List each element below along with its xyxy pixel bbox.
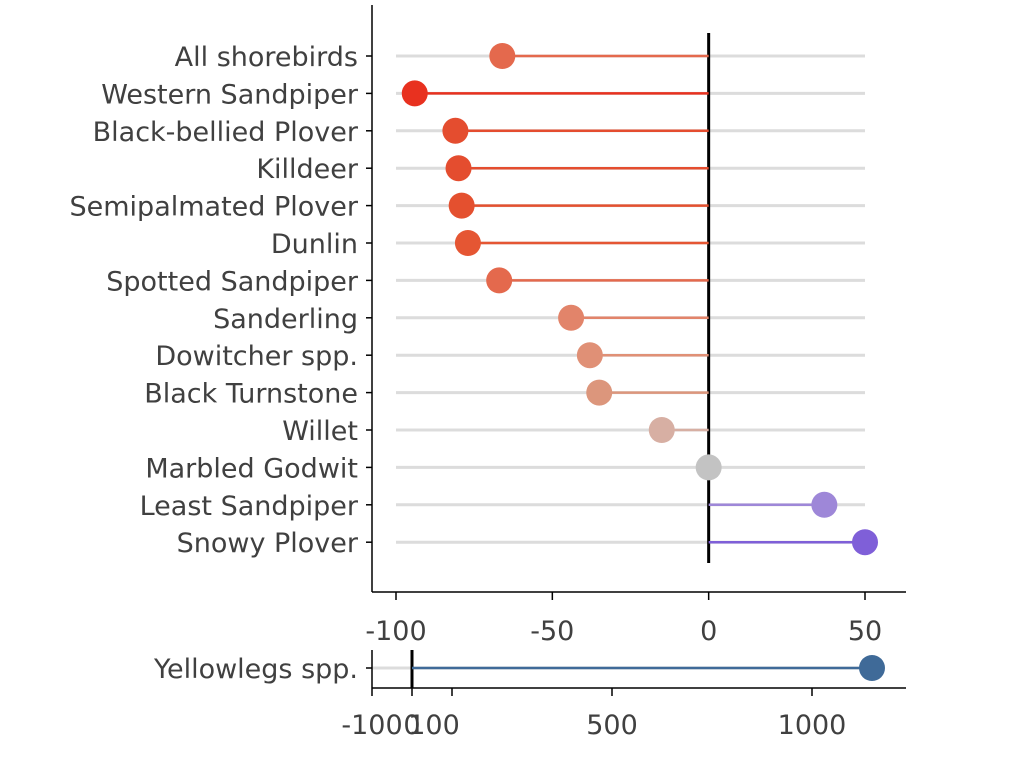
lollipop-point bbox=[445, 155, 472, 182]
category-label: Black Turnstone bbox=[144, 379, 358, 410]
category-label: Dowitcher spp. bbox=[155, 341, 358, 372]
category-label: Western Sandpiper bbox=[101, 79, 359, 110]
category-label: Black-bellied Plover bbox=[93, 117, 359, 148]
lollipop-point bbox=[648, 417, 675, 443]
lollipop-point bbox=[401, 80, 428, 107]
category-label: Snowy Plover bbox=[177, 528, 359, 559]
lollipop-point bbox=[448, 192, 475, 219]
lollipop-point bbox=[486, 267, 513, 294]
x-tick-label: 100 bbox=[408, 710, 460, 741]
x-tick-label: 500 bbox=[586, 710, 638, 741]
lollipop-point bbox=[454, 230, 481, 256]
category-label: Spotted Sandpiper bbox=[106, 266, 359, 297]
lollipop-point bbox=[489, 43, 516, 69]
category-label: Least Sandpiper bbox=[140, 491, 359, 522]
x-tick-label: 0 bbox=[403, 710, 420, 741]
lollipop-point bbox=[859, 655, 885, 681]
category-label: Willet bbox=[282, 416, 358, 447]
x-tick-label: -50 bbox=[530, 616, 574, 647]
lollipop-point bbox=[442, 117, 469, 144]
category-label: Marbled Godwit bbox=[145, 453, 358, 484]
lollipop-point bbox=[586, 379, 613, 406]
lollipop-point bbox=[811, 491, 838, 518]
x-tick-label: 0 bbox=[700, 616, 717, 647]
x-tick-label: 1000 bbox=[778, 710, 847, 741]
lollipop-point bbox=[576, 342, 603, 369]
category-label: All shorebirds bbox=[175, 42, 358, 73]
lollipop-point bbox=[852, 529, 878, 556]
lollipop-point bbox=[695, 454, 722, 481]
category-label: Semipalmated Plover bbox=[70, 192, 359, 223]
x-tick-label: -100 bbox=[341, 710, 402, 741]
category-label: Sanderling bbox=[213, 304, 358, 335]
lollipop-point bbox=[558, 304, 585, 331]
category-label: Yellowlegs spp. bbox=[153, 654, 358, 685]
category-label: Killdeer bbox=[256, 154, 359, 185]
x-tick-label: 50 bbox=[848, 616, 882, 647]
x-tick-label: -100 bbox=[365, 616, 426, 647]
category-label: Dunlin bbox=[271, 229, 358, 260]
